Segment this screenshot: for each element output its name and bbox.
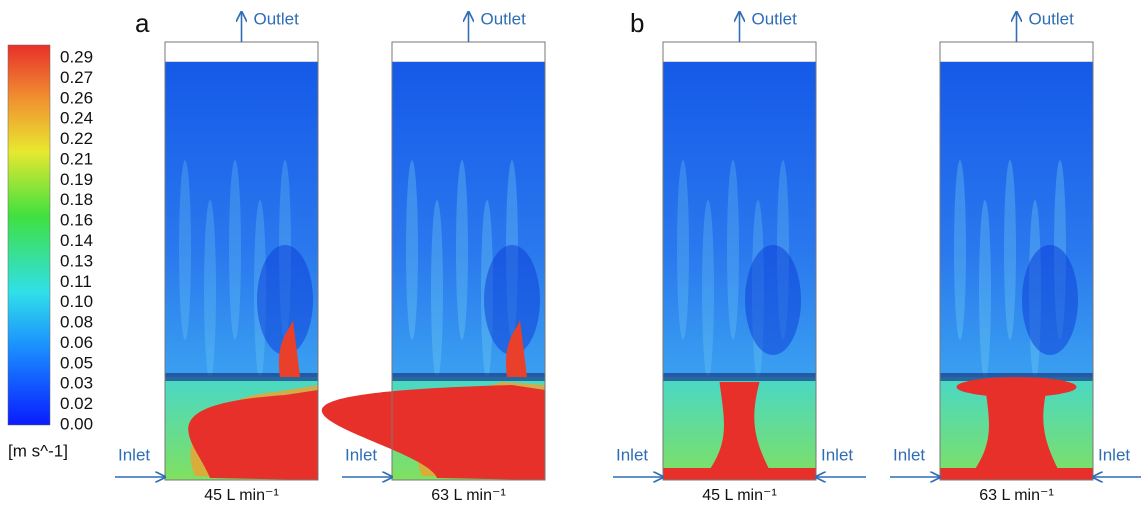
streak	[229, 160, 241, 340]
colorbar-tick-label: 0.26	[60, 88, 93, 107]
streak	[406, 160, 418, 340]
streak	[727, 160, 739, 340]
outlet-label: Outlet	[1029, 9, 1075, 28]
separator	[663, 373, 816, 381]
outlet-zone	[940, 42, 1093, 62]
colorbar-tick-label: 0.06	[60, 333, 93, 352]
inlet-label: Inlet	[345, 445, 377, 464]
inlet-label: Inlet	[1098, 445, 1130, 464]
inlet-label: Inlet	[821, 445, 853, 464]
outlet-label: Outlet	[481, 9, 527, 28]
streak	[431, 200, 443, 380]
streak	[677, 160, 689, 340]
colorbar-tick-label: 0.27	[60, 68, 93, 87]
colorbar-tick-label: 0.05	[60, 353, 93, 372]
streak	[204, 200, 216, 380]
outlet-label: Outlet	[254, 9, 300, 28]
streak	[179, 160, 191, 340]
flow-rate-caption: 63 L min⁻¹	[431, 487, 506, 504]
colorbar-tick-label: 0.13	[60, 251, 93, 270]
high-speed-zone	[322, 385, 545, 480]
flow-field	[663, 42, 816, 480]
inlet-label: Inlet	[118, 445, 150, 464]
outlet-zone	[663, 42, 816, 62]
colorbar-tick-label: 0.10	[60, 292, 93, 311]
flow-field	[940, 42, 1093, 480]
figure: 0.29 0.270.26 0.240.220.21 0.190.18 0.160.14…	[0, 0, 1141, 510]
inlet-label: Inlet	[616, 445, 648, 464]
colorbar-tick-label: 0.19	[60, 170, 93, 189]
outlet-label: Outlet	[752, 9, 798, 28]
colorbar-tick-label: 0.08	[60, 313, 93, 332]
flow-rate-caption: 63 L min⁻¹	[979, 487, 1054, 504]
panel-label: a	[135, 8, 150, 38]
colorbar-tick-label: 0.02	[60, 394, 93, 413]
flow-rate-caption: 45 L min⁻¹	[702, 487, 777, 504]
flow-field	[322, 42, 545, 480]
streak	[1004, 160, 1016, 340]
colorbar-tick-label: 0.18	[60, 190, 93, 209]
inlet-label: Inlet	[893, 445, 925, 464]
streak	[979, 200, 991, 380]
cap-zone	[957, 377, 1077, 397]
colorbar-tick-label: 0.24	[60, 109, 93, 128]
vortex	[1022, 245, 1078, 355]
colorbar-tick-label: 0.14	[60, 231, 93, 250]
streak	[954, 160, 966, 340]
colorbar-tick-label: 0.03	[60, 374, 93, 393]
colorbar-tick-label: 0.21	[60, 149, 93, 168]
colorbar-tick-label: 0.11	[60, 272, 92, 291]
colorbar-tick-label: 0.16	[60, 211, 93, 230]
streak	[702, 200, 714, 380]
flow-rate-caption: 45 L min⁻¹	[204, 487, 279, 504]
panel-label: b	[630, 8, 644, 38]
colorbar	[8, 45, 50, 425]
vortex	[745, 245, 801, 355]
colorbar-tick-label: 0.00	[60, 414, 93, 433]
outlet-zone	[165, 42, 318, 62]
colorbar-tick-label: 0.22	[60, 129, 93, 148]
streak	[456, 160, 468, 340]
colorbar-tick-label: 0.29	[60, 47, 93, 66]
outlet-zone	[392, 42, 545, 62]
colorbar-unit: [m s^-1]	[8, 441, 68, 460]
flow-field	[165, 42, 318, 480]
